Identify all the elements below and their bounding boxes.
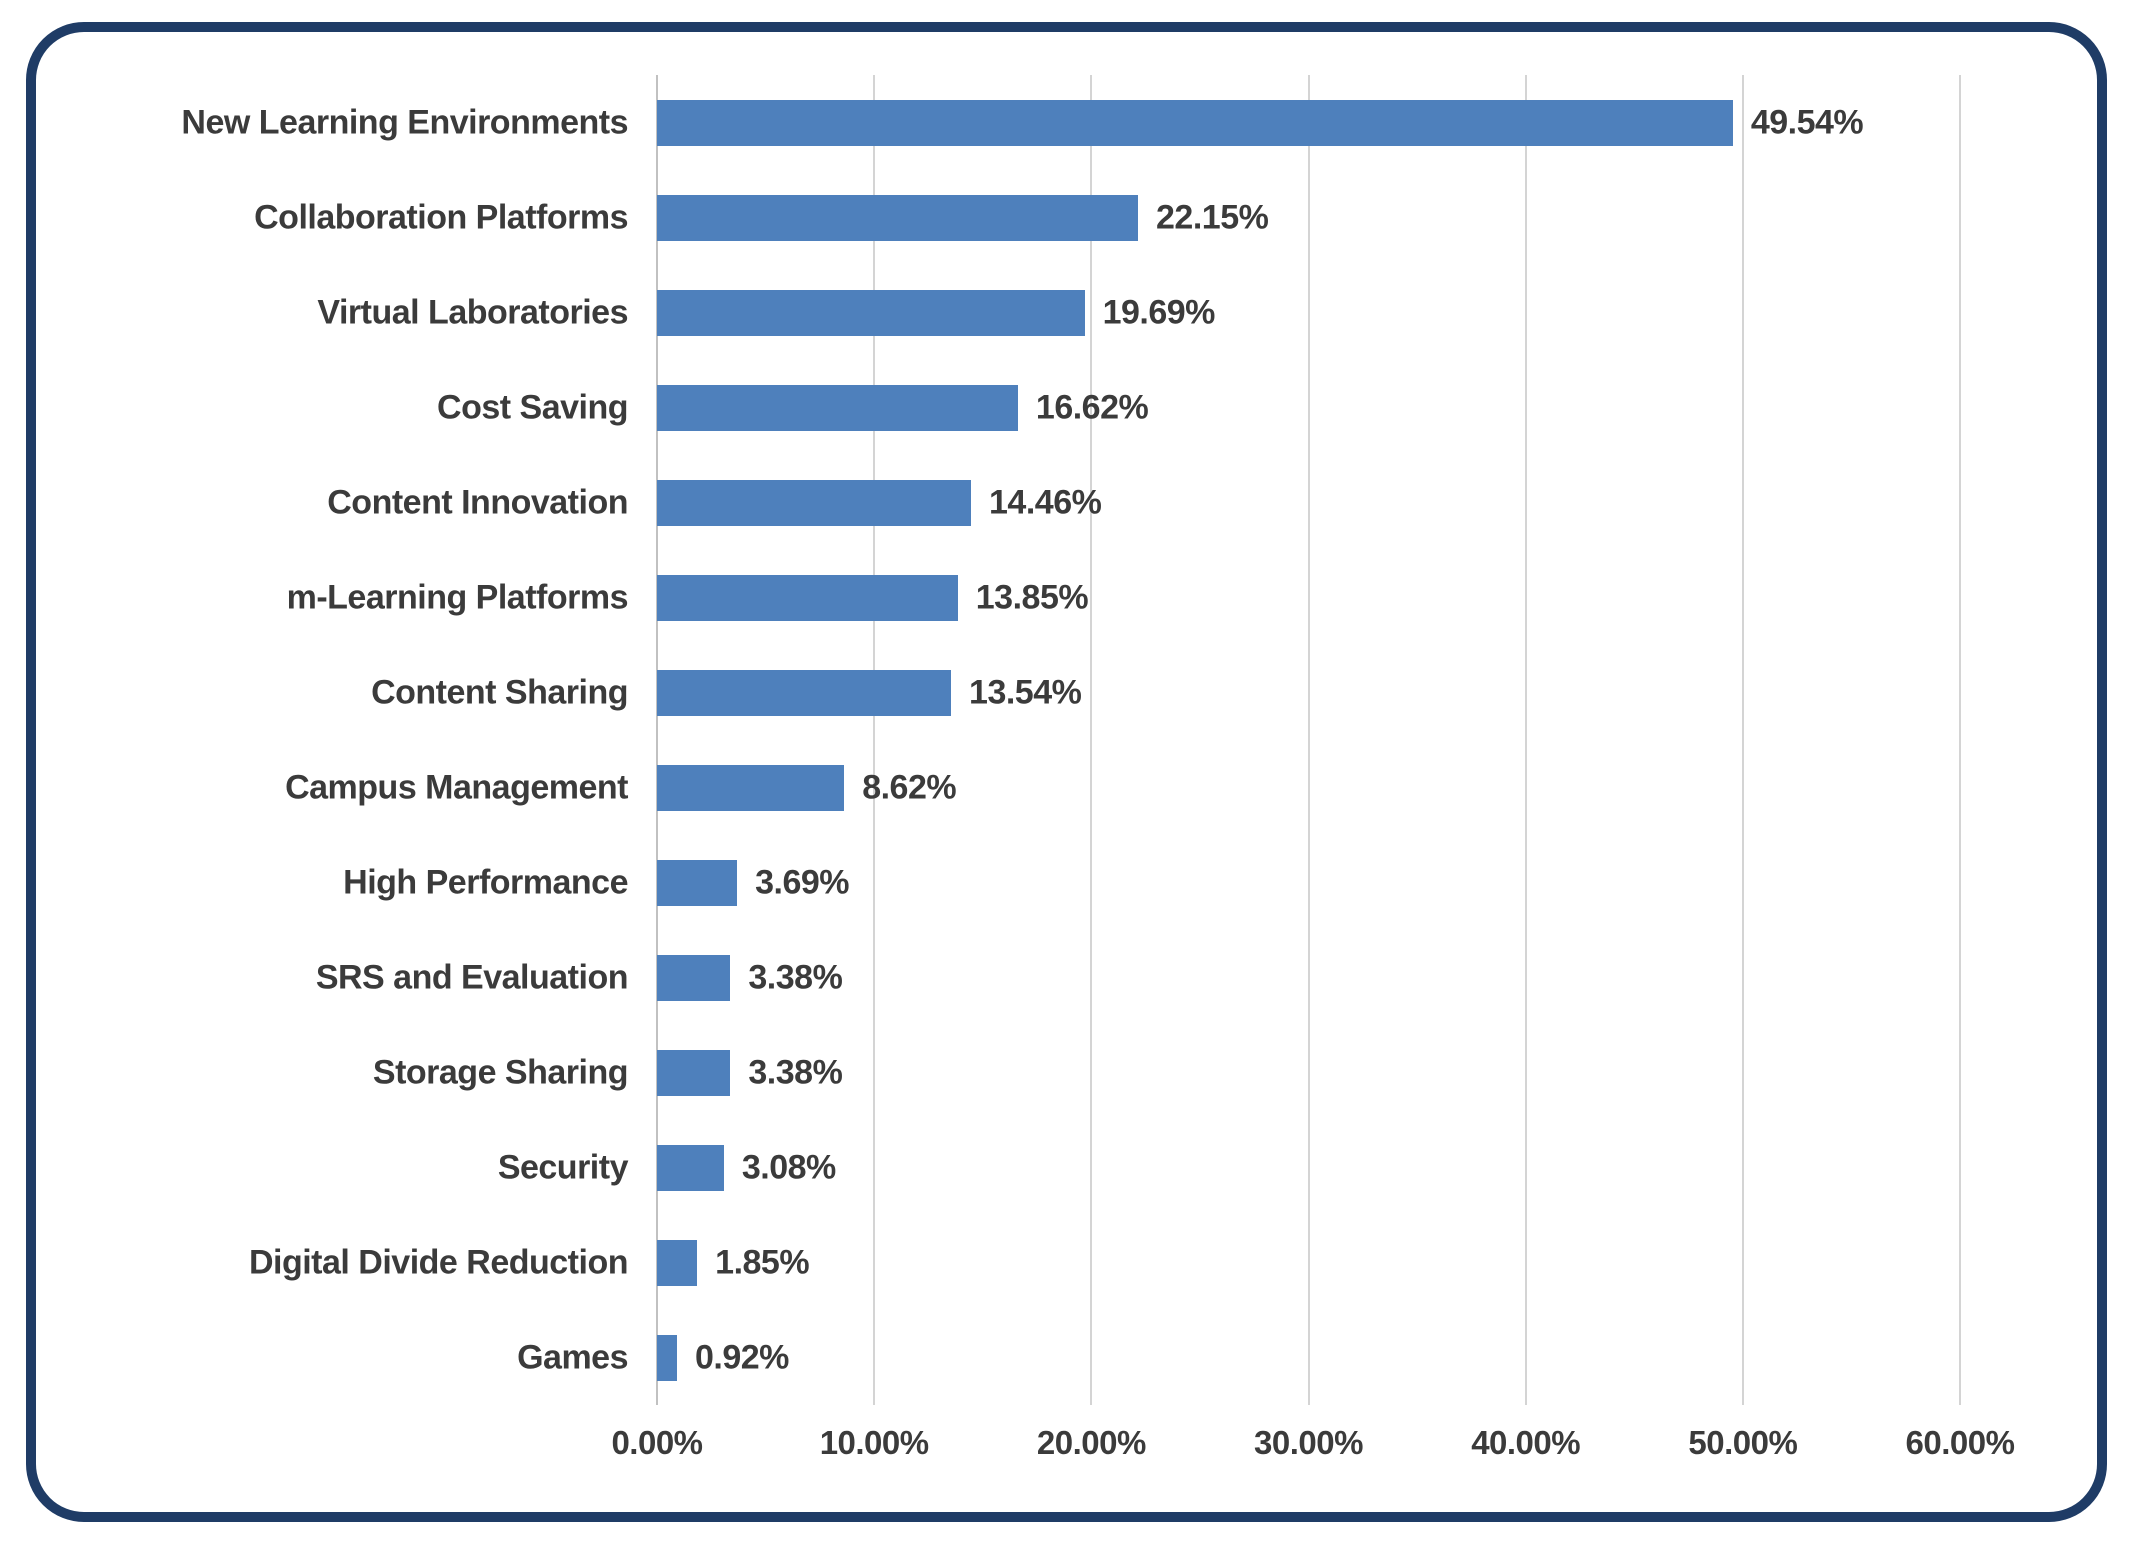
gridline [1959, 75, 1961, 1405]
chart-row: Virtual Laboratories 19.69% [0, 265, 2133, 360]
category-label: Security [497, 1148, 629, 1186]
category-label: Cost Saving [437, 388, 628, 426]
gridline [1741, 75, 1744, 1405]
category-label: Games [517, 1338, 628, 1376]
bar [657, 1049, 731, 1096]
x-tick-label: 10.00% [819, 1424, 929, 1461]
category-label: Storage Sharing [372, 1053, 629, 1091]
value-label: 13.54% [969, 673, 1082, 711]
value-label: 3.69% [755, 863, 850, 901]
category-label: Content Sharing [371, 673, 628, 711]
value-label: 49.54% [1750, 103, 1864, 141]
value-label: 1.85% [715, 1243, 810, 1281]
x-tick-label: 60.00% [1905, 1424, 2015, 1461]
chart-row: New Learning Environments 49.54% [0, 75, 2133, 170]
x-tick-label: 30.00% [1254, 1424, 1363, 1461]
bar [657, 194, 1139, 241]
chart-row: Campus Management 8.62% [0, 740, 2133, 835]
bar [657, 954, 731, 1001]
value-label: 14.46% [989, 483, 1102, 521]
chart-row: Cost Saving 16.62% [0, 360, 2133, 455]
chart-row: Content Sharing 13.54% [0, 645, 2133, 740]
gridline [1307, 75, 1310, 1405]
gridline [1090, 75, 1093, 1405]
chart-row: SRS and Evaluation 3.38% [0, 930, 2133, 1025]
value-label: 13.85% [975, 578, 1089, 616]
chart-row: Storage Sharing 3.38% [0, 1025, 2133, 1120]
bar [657, 1334, 677, 1381]
value-label: 8.62% [862, 768, 957, 806]
bar [657, 99, 1733, 146]
bar [657, 859, 738, 906]
x-tick-label: 50.00% [1688, 1424, 1798, 1461]
bar [657, 479, 972, 526]
value-label: 3.38% [748, 958, 843, 996]
axis-line [656, 75, 658, 1405]
bar [657, 1239, 698, 1286]
value-label: 0.92% [694, 1338, 789, 1376]
gridline [873, 75, 876, 1405]
bar [657, 384, 1018, 431]
category-label: SRS and Evaluation [315, 958, 629, 996]
category-label: High Performance [343, 863, 628, 901]
value-label: 16.62% [1035, 388, 1149, 426]
category-label: Digital Divide Reduction [248, 1243, 629, 1281]
chart-frame [26, 22, 2107, 1522]
value-label: 22.15% [1156, 198, 1269, 236]
chart-row: Content Innovation 14.46% [0, 455, 2133, 550]
chart-row: Collaboration Platforms 22.15% [0, 170, 2133, 265]
category-label: Campus Management [285, 768, 628, 806]
bar [657, 1144, 724, 1191]
x-tick-label: 0.00% [611, 1424, 703, 1461]
category-label: Collaboration Platforms [254, 198, 628, 236]
category-label: m-Learning Platforms [286, 578, 629, 616]
chart-row: Digital Divide Reduction 1.85% [0, 1215, 2133, 1310]
chart-row: Security 3.08% [0, 1120, 2133, 1215]
value-label: 19.69% [1102, 293, 1216, 331]
bar [657, 764, 845, 811]
gridline [1524, 75, 1527, 1405]
category-label: Virtual Laboratories [317, 293, 628, 331]
bar [657, 289, 1085, 336]
chart-row: Games 0.92% [0, 1310, 2133, 1405]
category-label: Content Innovation [327, 483, 628, 521]
bar [657, 669, 952, 716]
chart-row: High Performance 3.69% [0, 835, 2133, 930]
value-label: 3.08% [741, 1148, 836, 1186]
chart-row: m-Learning Platforms 13.85% [0, 550, 2133, 645]
x-tick-label: 40.00% [1471, 1424, 1581, 1461]
x-tick-label: 20.00% [1036, 1424, 1146, 1461]
category-label: New Learning Environments [181, 103, 628, 141]
value-label: 3.38% [748, 1053, 843, 1091]
bar [657, 574, 958, 621]
